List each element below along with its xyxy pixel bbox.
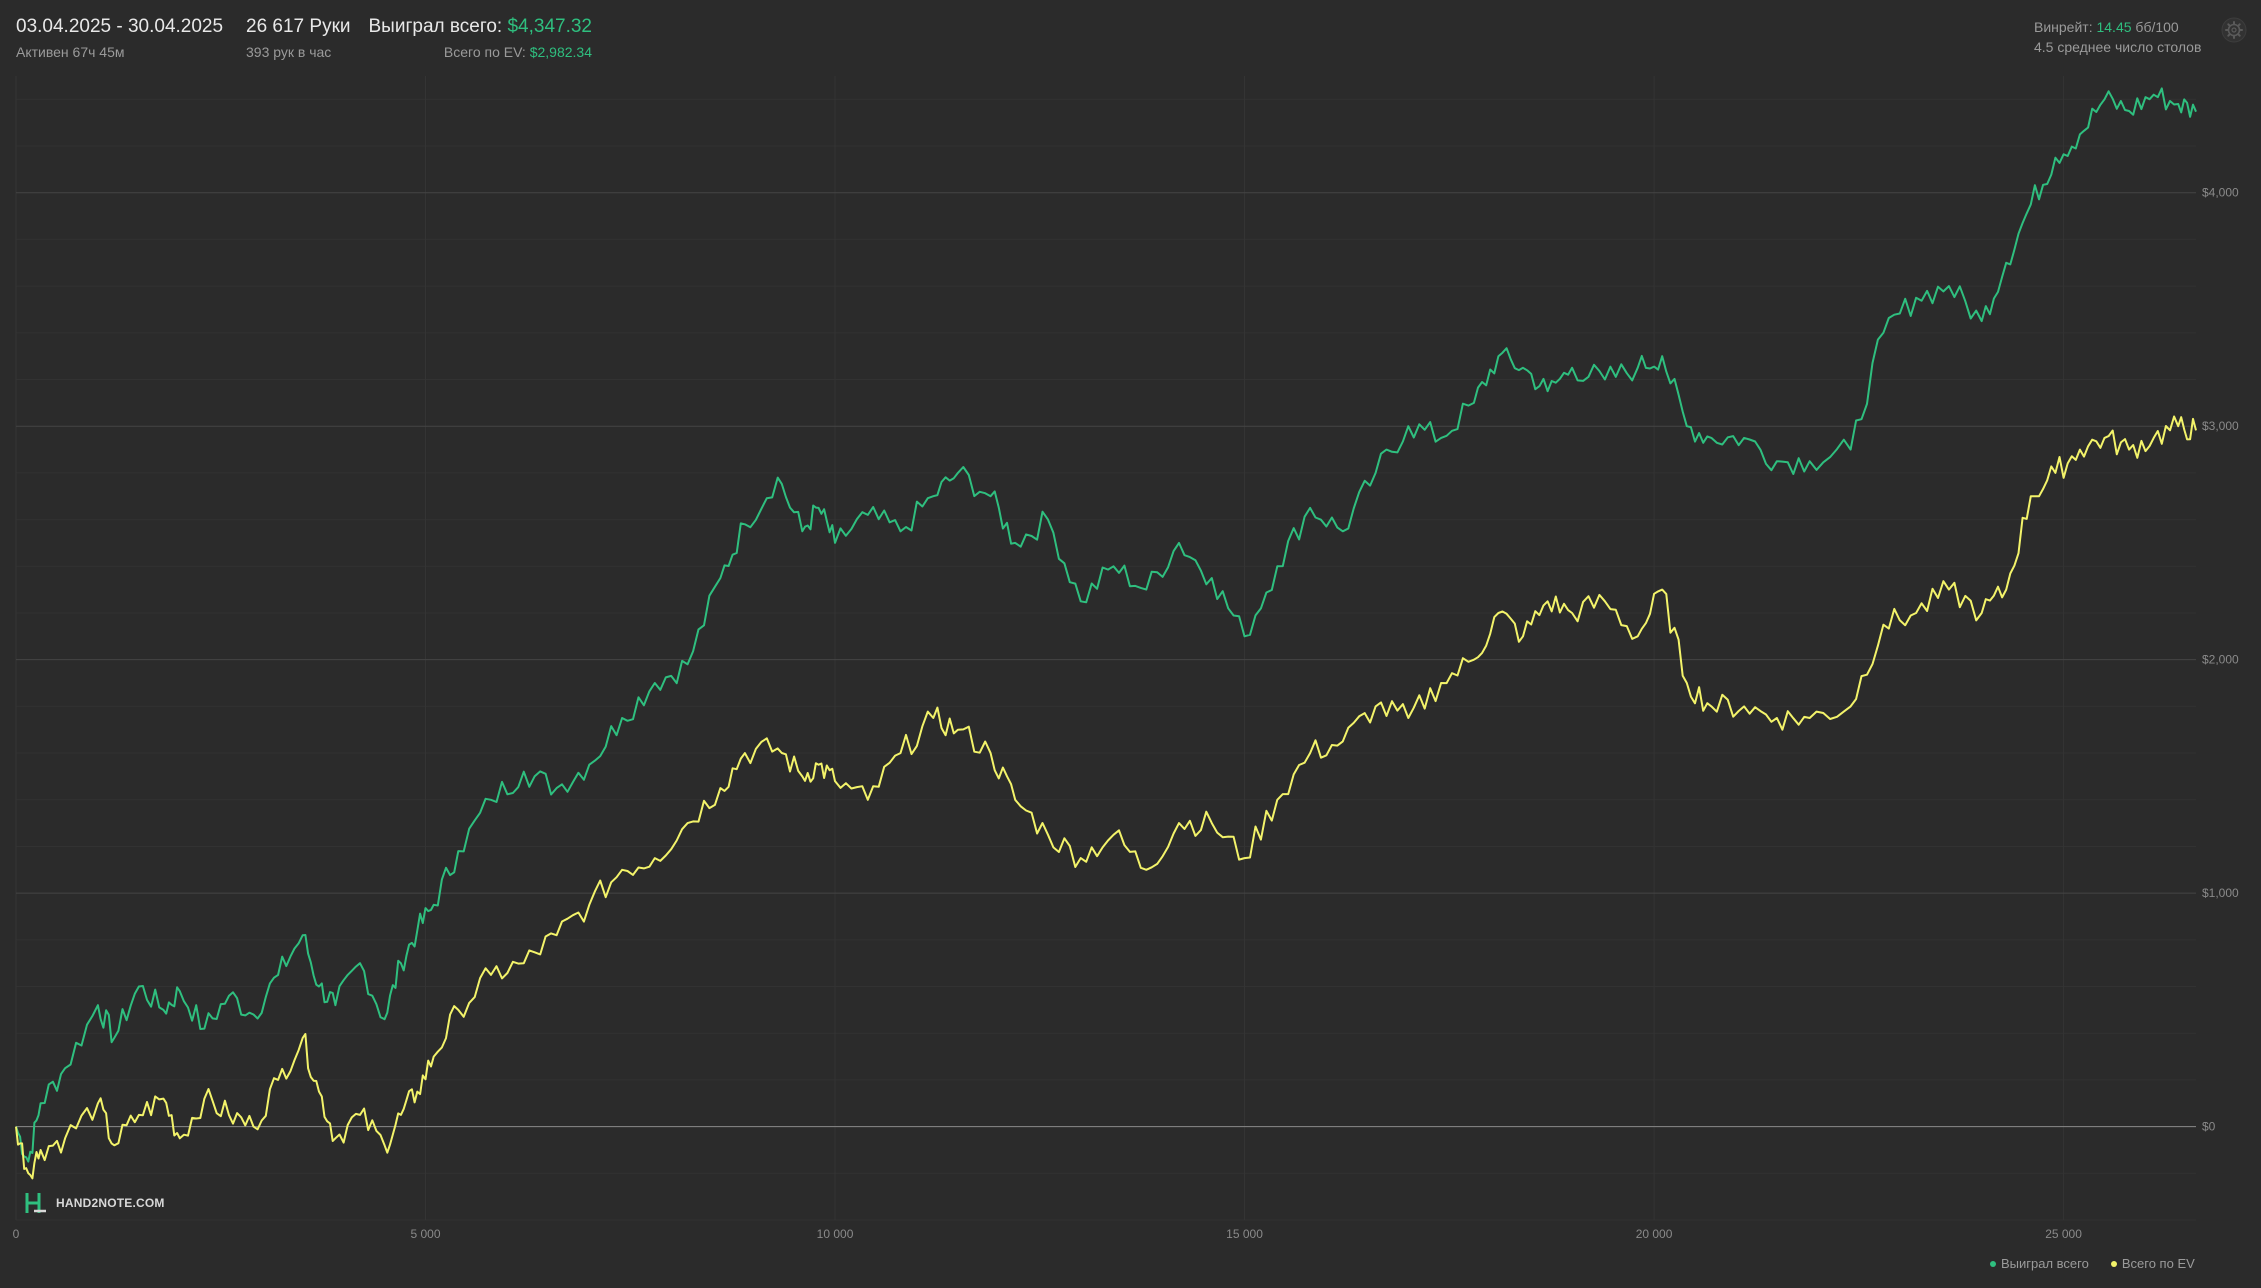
won-total: Выиграл всего: $4,347.32: [369, 16, 593, 38]
won-label: Выиграл всего:: [368, 16, 508, 37]
legend-dot-ev: [2110, 1260, 2117, 1267]
gear-icon[interactable]: [2221, 17, 2247, 43]
winnings-block: Выиграл всего: $4,347.32 Всего по EV: $2…: [369, 16, 593, 60]
ev-value: $2,982.34: [529, 44, 592, 60]
ev-label: Всего по EV:: [443, 44, 530, 60]
h2n-logo-icon: [25, 1193, 46, 1213]
winrate-block: Винрейт: 14.45 бб/100 4.5 среднее число …: [2034, 17, 2201, 57]
ev-total: Всего по EV: $2,982.34: [369, 44, 592, 60]
x-tick-label: 0: [13, 1227, 20, 1241]
winrate-unit: бб/100: [2131, 19, 2179, 35]
chart-legend: Выиграл всего Всего по EV: [1990, 1256, 2195, 1271]
x-tick-label: 10 000: [817, 1227, 854, 1241]
hand2note-logo: HAND2NOTE.COM: [24, 1191, 164, 1215]
series-line-ev: [15, 415, 2197, 1180]
summary-header: 03.04.2025 - 30.04.2025 Активен 67ч 45м …: [0, 0, 2261, 70]
winrate-value: 14.45: [2096, 19, 2132, 35]
x-tick-label: 20 000: [1636, 1227, 1673, 1241]
winrate: Винрейт: 14.45 бб/100: [2034, 17, 2201, 37]
legend-dot-won: [1990, 1260, 1996, 1267]
legend-label-won: Выиграл всего: [2001, 1256, 2089, 1271]
winrate-label: Винрейт:: [2034, 19, 2097, 35]
y-tick-label: $2,000: [2202, 653, 2239, 667]
y-tick-label: $0: [2202, 1120, 2216, 1134]
x-tick-label: 5 000: [410, 1227, 440, 1241]
hands-per-hour: 393 рук в час: [246, 44, 332, 60]
logo-text: HAND2NOTE.COM: [56, 1196, 165, 1210]
hands-block: 26 617 Руки 393 рук в час: [246, 16, 351, 60]
legend-item-won[interactable]: Выиграл всего: [1990, 1256, 2089, 1271]
y-tick-label: $4,000: [2202, 186, 2239, 200]
legend-item-ev[interactable]: Всего по EV: [2110, 1256, 2195, 1271]
x-tick-label: 25 000: [2045, 1227, 2082, 1241]
x-tick-label: 15 000: [1226, 1227, 1263, 1241]
date-range[interactable]: 03.04.2025 - 30.04.2025: [16, 16, 224, 37]
avg-tables: 4.5 среднее число столов: [2034, 39, 2202, 55]
date-range-block: 03.04.2025 - 30.04.2025 Активен 67ч 45м: [16, 16, 223, 60]
active-time: Активен 67ч 45м: [16, 44, 125, 60]
profit-chart[interactable]: $0 $1,000 $2,000 $3,000 $4,000 0 5 000 10 000 15…: [0, 70, 2261, 1288]
series-line-won: [15, 87, 2197, 1163]
y-tick-label: $1,000: [2202, 886, 2239, 900]
legend-label-ev: Всего по EV: [2121, 1256, 2195, 1271]
hands-count: 26 617 Руки: [246, 16, 351, 37]
y-tick-label: $3,000: [2202, 419, 2239, 433]
won-value: $4,347.32: [507, 16, 592, 37]
